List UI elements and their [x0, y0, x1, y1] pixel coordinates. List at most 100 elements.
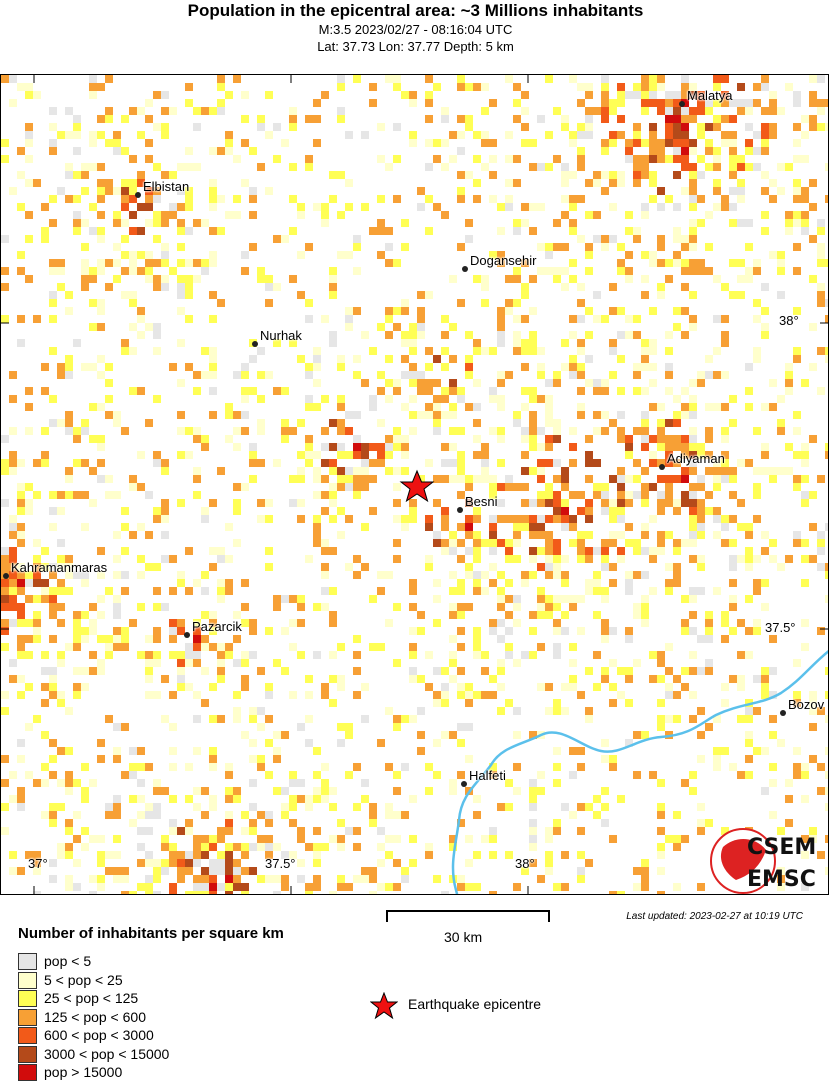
population-cell — [153, 787, 161, 795]
population-cell — [769, 251, 777, 259]
population-cell — [305, 435, 313, 443]
population-cell — [777, 107, 785, 115]
population-cell — [281, 595, 289, 603]
population-cell — [73, 611, 81, 619]
population-cell — [249, 827, 257, 835]
population-cell — [769, 635, 777, 643]
population-cell — [73, 115, 81, 123]
population-cell — [657, 243, 665, 251]
population-cell — [657, 675, 665, 683]
population-cell — [385, 571, 393, 579]
population-cell — [569, 363, 577, 371]
population-cell — [441, 347, 449, 355]
population-cell — [505, 515, 513, 523]
population-cell — [265, 691, 273, 699]
population-cell — [729, 115, 737, 123]
population-cell — [681, 131, 689, 139]
population-cell — [97, 475, 105, 483]
population-cell — [825, 123, 828, 131]
population-cell — [297, 355, 305, 363]
population-cell — [793, 267, 801, 275]
population-cell — [73, 435, 81, 443]
population-cell — [329, 491, 337, 499]
population-cell — [481, 299, 489, 307]
population-cell — [601, 107, 609, 115]
population-cell — [345, 131, 353, 139]
population-cell — [433, 427, 441, 435]
population-cell — [689, 315, 697, 323]
population-cell — [521, 363, 529, 371]
population-cell — [57, 283, 65, 291]
population-cell — [209, 147, 217, 155]
population-cell — [425, 227, 433, 235]
population-cell — [145, 883, 153, 891]
population-cell — [105, 635, 113, 643]
population-cell — [25, 179, 33, 187]
population-cell — [417, 187, 425, 195]
population-cell — [241, 867, 249, 875]
population-cell — [449, 379, 457, 387]
population-cell — [577, 155, 585, 163]
population-cell — [617, 411, 625, 419]
population-cell — [473, 579, 481, 587]
population-cell — [497, 803, 505, 811]
population-cell — [553, 155, 561, 163]
population-cell — [433, 667, 441, 675]
population-cell — [257, 499, 265, 507]
population-cell — [657, 435, 665, 443]
population-cell — [425, 91, 433, 99]
population-cell — [601, 667, 609, 675]
population-cell — [17, 507, 25, 515]
population-cell — [145, 803, 153, 811]
population-cell — [697, 99, 705, 107]
population-cell — [721, 75, 729, 83]
population-cell — [497, 251, 505, 259]
population-cell — [601, 139, 609, 147]
population-cell — [401, 875, 409, 883]
population-cell — [89, 835, 97, 843]
population-cell — [521, 339, 529, 347]
population-cell — [673, 691, 681, 699]
population-cell — [761, 683, 769, 691]
population-cell — [137, 251, 145, 259]
population-cell — [561, 851, 569, 859]
population-cell — [569, 523, 577, 531]
population-cell — [401, 371, 409, 379]
population-cell — [257, 667, 265, 675]
population-cell — [585, 435, 593, 443]
population-cell — [457, 667, 465, 675]
population-cell — [289, 595, 297, 603]
population-cell — [393, 427, 401, 435]
population-map[interactable]: CSEM EMSC Malatya Elbistan Dogansehir Nurha… — [0, 74, 829, 895]
population-cell — [729, 491, 737, 499]
population-cell — [193, 659, 201, 667]
population-cell — [633, 131, 641, 139]
population-cell — [169, 747, 177, 755]
population-cell — [817, 75, 825, 83]
population-cell — [713, 467, 721, 475]
legend-label: pop < 5 — [44, 953, 92, 969]
population-cell — [265, 843, 273, 851]
population-cell — [761, 75, 769, 83]
population-cell — [1, 755, 9, 763]
population-cell — [601, 755, 609, 763]
population-cell — [337, 883, 345, 891]
population-cell — [737, 99, 745, 107]
population-cell — [441, 507, 449, 515]
population-cell — [209, 251, 217, 259]
population-cell — [465, 603, 473, 611]
population-cell — [689, 587, 697, 595]
population-cell — [473, 539, 481, 547]
population-cell — [585, 107, 593, 115]
population-cell — [721, 619, 729, 627]
population-cell — [737, 83, 745, 91]
population-cell — [521, 203, 529, 211]
population-cell — [393, 787, 401, 795]
population-cell — [665, 155, 673, 163]
population-cell — [609, 755, 617, 763]
population-cell — [633, 459, 641, 467]
population-cell — [625, 571, 633, 579]
population-cell — [329, 587, 337, 595]
population-cell — [641, 731, 649, 739]
population-cell — [649, 83, 657, 91]
